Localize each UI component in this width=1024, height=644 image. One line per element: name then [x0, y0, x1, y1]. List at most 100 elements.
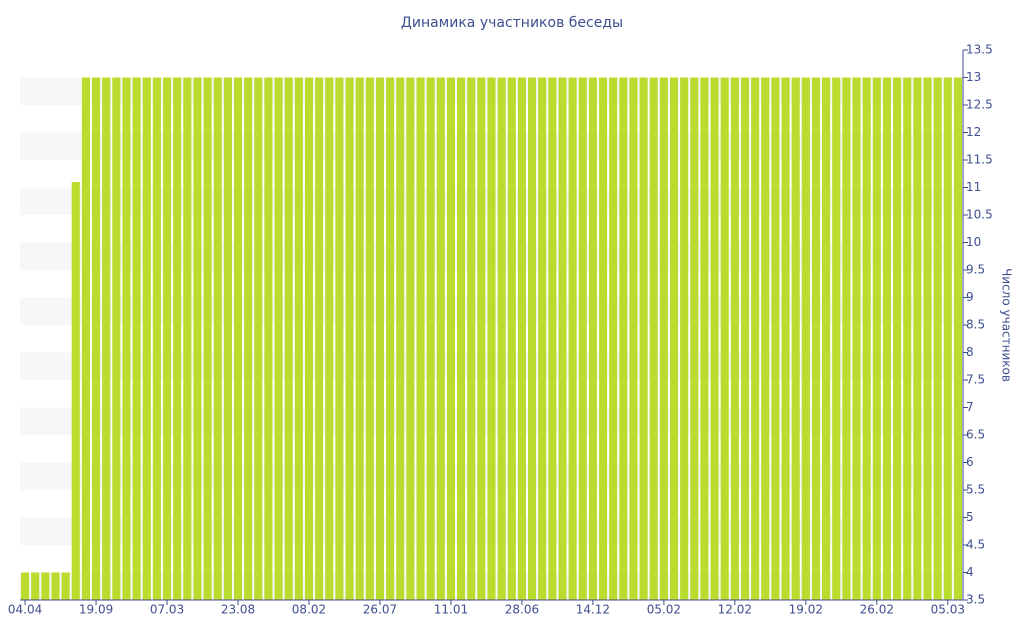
bar	[173, 77, 182, 600]
bar	[21, 572, 30, 600]
y-tick-label: 6.5	[966, 428, 985, 442]
bar	[274, 77, 283, 600]
bar	[538, 77, 547, 600]
bar	[71, 182, 80, 600]
bar	[406, 77, 415, 600]
x-tick-label: 28.06	[505, 603, 539, 617]
y-tick-label: 8.5	[966, 318, 985, 332]
bar	[203, 77, 212, 600]
x-tick-label: 23.08	[221, 603, 255, 617]
x-tick-label: 26.02	[860, 603, 894, 617]
y-tick-label: 6	[966, 455, 974, 469]
bar	[294, 77, 303, 600]
bar	[264, 77, 273, 600]
y-tick-label: 3.5	[966, 593, 985, 607]
bar	[81, 77, 90, 600]
bar	[487, 77, 496, 600]
bar	[659, 77, 668, 600]
bar	[913, 77, 922, 600]
bar	[325, 77, 334, 600]
bar	[781, 77, 790, 600]
bar	[568, 77, 577, 600]
bar	[680, 77, 689, 600]
bar	[811, 77, 821, 600]
bar	[791, 77, 800, 600]
bar	[335, 77, 344, 600]
y-tick-label: 10	[966, 235, 981, 249]
bar	[517, 77, 526, 600]
bar	[244, 77, 253, 600]
bar	[629, 77, 638, 600]
y-tick-label: 11.5	[966, 153, 993, 167]
bar	[740, 77, 750, 600]
x-tick-label: 11.01	[434, 603, 468, 617]
y-tick-label: 4.5	[966, 538, 985, 552]
bar	[730, 77, 739, 600]
bar	[893, 77, 902, 600]
bar	[355, 77, 364, 600]
x-tick-label: 19.09	[79, 603, 113, 617]
bar	[446, 77, 455, 600]
bar	[862, 77, 871, 600]
bar	[345, 77, 354, 600]
x-tick-label: 08.02	[292, 603, 326, 617]
bar	[842, 77, 851, 600]
bar	[578, 77, 587, 600]
chart-title: Динамика участников беседы	[401, 15, 623, 31]
bar	[497, 77, 506, 600]
y-tick-label: 7	[966, 400, 974, 414]
y-tick-label: 11	[966, 180, 981, 194]
y-tick-label: 9.5	[966, 263, 985, 277]
y-tick-label: 5	[966, 510, 974, 524]
bar	[416, 77, 425, 600]
bar	[609, 77, 618, 600]
bar	[619, 77, 628, 600]
bar	[284, 77, 293, 600]
bar	[548, 77, 557, 600]
y-tick-label: 9	[966, 290, 974, 304]
bar	[183, 77, 192, 600]
bar	[943, 77, 952, 600]
y-axis-title: Число участников	[1000, 268, 1014, 382]
bar	[903, 77, 912, 600]
x-tick-label: 07.03	[150, 603, 184, 617]
bar	[771, 77, 780, 600]
bar	[588, 77, 597, 600]
x-tick-label: 14.12	[576, 603, 610, 617]
bar	[933, 77, 942, 600]
y-tick-label: 7.5	[966, 373, 985, 387]
bar	[386, 77, 395, 600]
bar	[528, 77, 537, 600]
bar	[953, 77, 962, 600]
bar	[507, 77, 516, 600]
bar	[142, 77, 151, 600]
bar	[467, 77, 476, 600]
x-tick-label: 19.02	[789, 603, 823, 617]
bar	[51, 572, 60, 600]
bar	[122, 77, 131, 600]
bar	[751, 77, 760, 600]
bar	[112, 77, 121, 600]
bar	[254, 77, 263, 600]
y-tick-label: 8	[966, 345, 974, 359]
x-tick-label: 26.07	[363, 603, 397, 617]
bar	[31, 572, 40, 600]
bar	[61, 572, 70, 600]
bar	[700, 77, 709, 600]
bar	[801, 77, 810, 600]
bar	[649, 77, 658, 600]
bar	[213, 77, 222, 600]
y-tick-label: 12.5	[966, 98, 993, 112]
bar	[365, 77, 374, 600]
bar	[436, 77, 445, 600]
x-tick-label: 12.02	[718, 603, 752, 617]
y-tick-label: 10.5	[966, 208, 993, 222]
bar	[233, 77, 243, 600]
bar	[152, 77, 161, 600]
bar	[102, 77, 111, 600]
bar	[832, 77, 841, 600]
bar	[223, 77, 232, 600]
bar	[91, 77, 101, 600]
bar	[162, 77, 172, 600]
